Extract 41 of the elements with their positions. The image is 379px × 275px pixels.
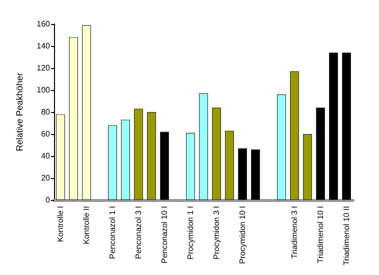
x-tick-label: Procymidon 10 I (238, 206, 247, 264)
y-tick-label: 160 (36, 20, 51, 28)
y-axis-title: Relative Peakhöher (14, 72, 24, 152)
y-tick-label: 140 (36, 42, 51, 50)
y-tick-label: 80 (41, 108, 51, 116)
x-tick-label: Penconazol 3 I (134, 206, 143, 259)
bar (108, 125, 117, 200)
bar (199, 93, 208, 200)
bar (134, 108, 143, 200)
x-tick-label: Triadimenol 3 I (290, 206, 299, 259)
x-tick-label: Procymidon 1 I (186, 206, 195, 260)
y-tick-label: 100 (36, 86, 51, 94)
bar (69, 37, 78, 200)
y-tick-label: 60 (41, 130, 51, 138)
x-tick-label: Procymidon 3 I (212, 206, 221, 260)
bar (316, 108, 325, 200)
x-tick-label: Kontrolle I (56, 206, 65, 242)
bar (56, 114, 65, 200)
bar (342, 52, 351, 200)
y-tick-label: 40 (41, 152, 51, 160)
y-tick-label: 20 (41, 174, 51, 182)
bar (329, 52, 338, 200)
x-tick-label: Triadimenol 10 I (316, 206, 325, 264)
y-tick-label: 0 (46, 196, 51, 204)
bar (212, 108, 221, 200)
bar (147, 112, 156, 200)
x-tick-label: Triadimenol 10 II (342, 206, 351, 266)
bar (225, 130, 234, 200)
bar (251, 149, 260, 200)
bar (303, 134, 312, 200)
bar (82, 25, 91, 200)
bar (290, 71, 299, 200)
bar (186, 132, 195, 200)
x-tick-label: Penconazol 1 I (108, 206, 117, 259)
y-tick-label: 120 (36, 64, 51, 72)
x-tick-label: Penconazol 10 I (160, 206, 169, 264)
bar (121, 120, 130, 200)
bar (238, 148, 247, 200)
bar (277, 94, 286, 200)
x-tick-label: Kontrolle II (82, 206, 91, 244)
bar (160, 132, 169, 200)
